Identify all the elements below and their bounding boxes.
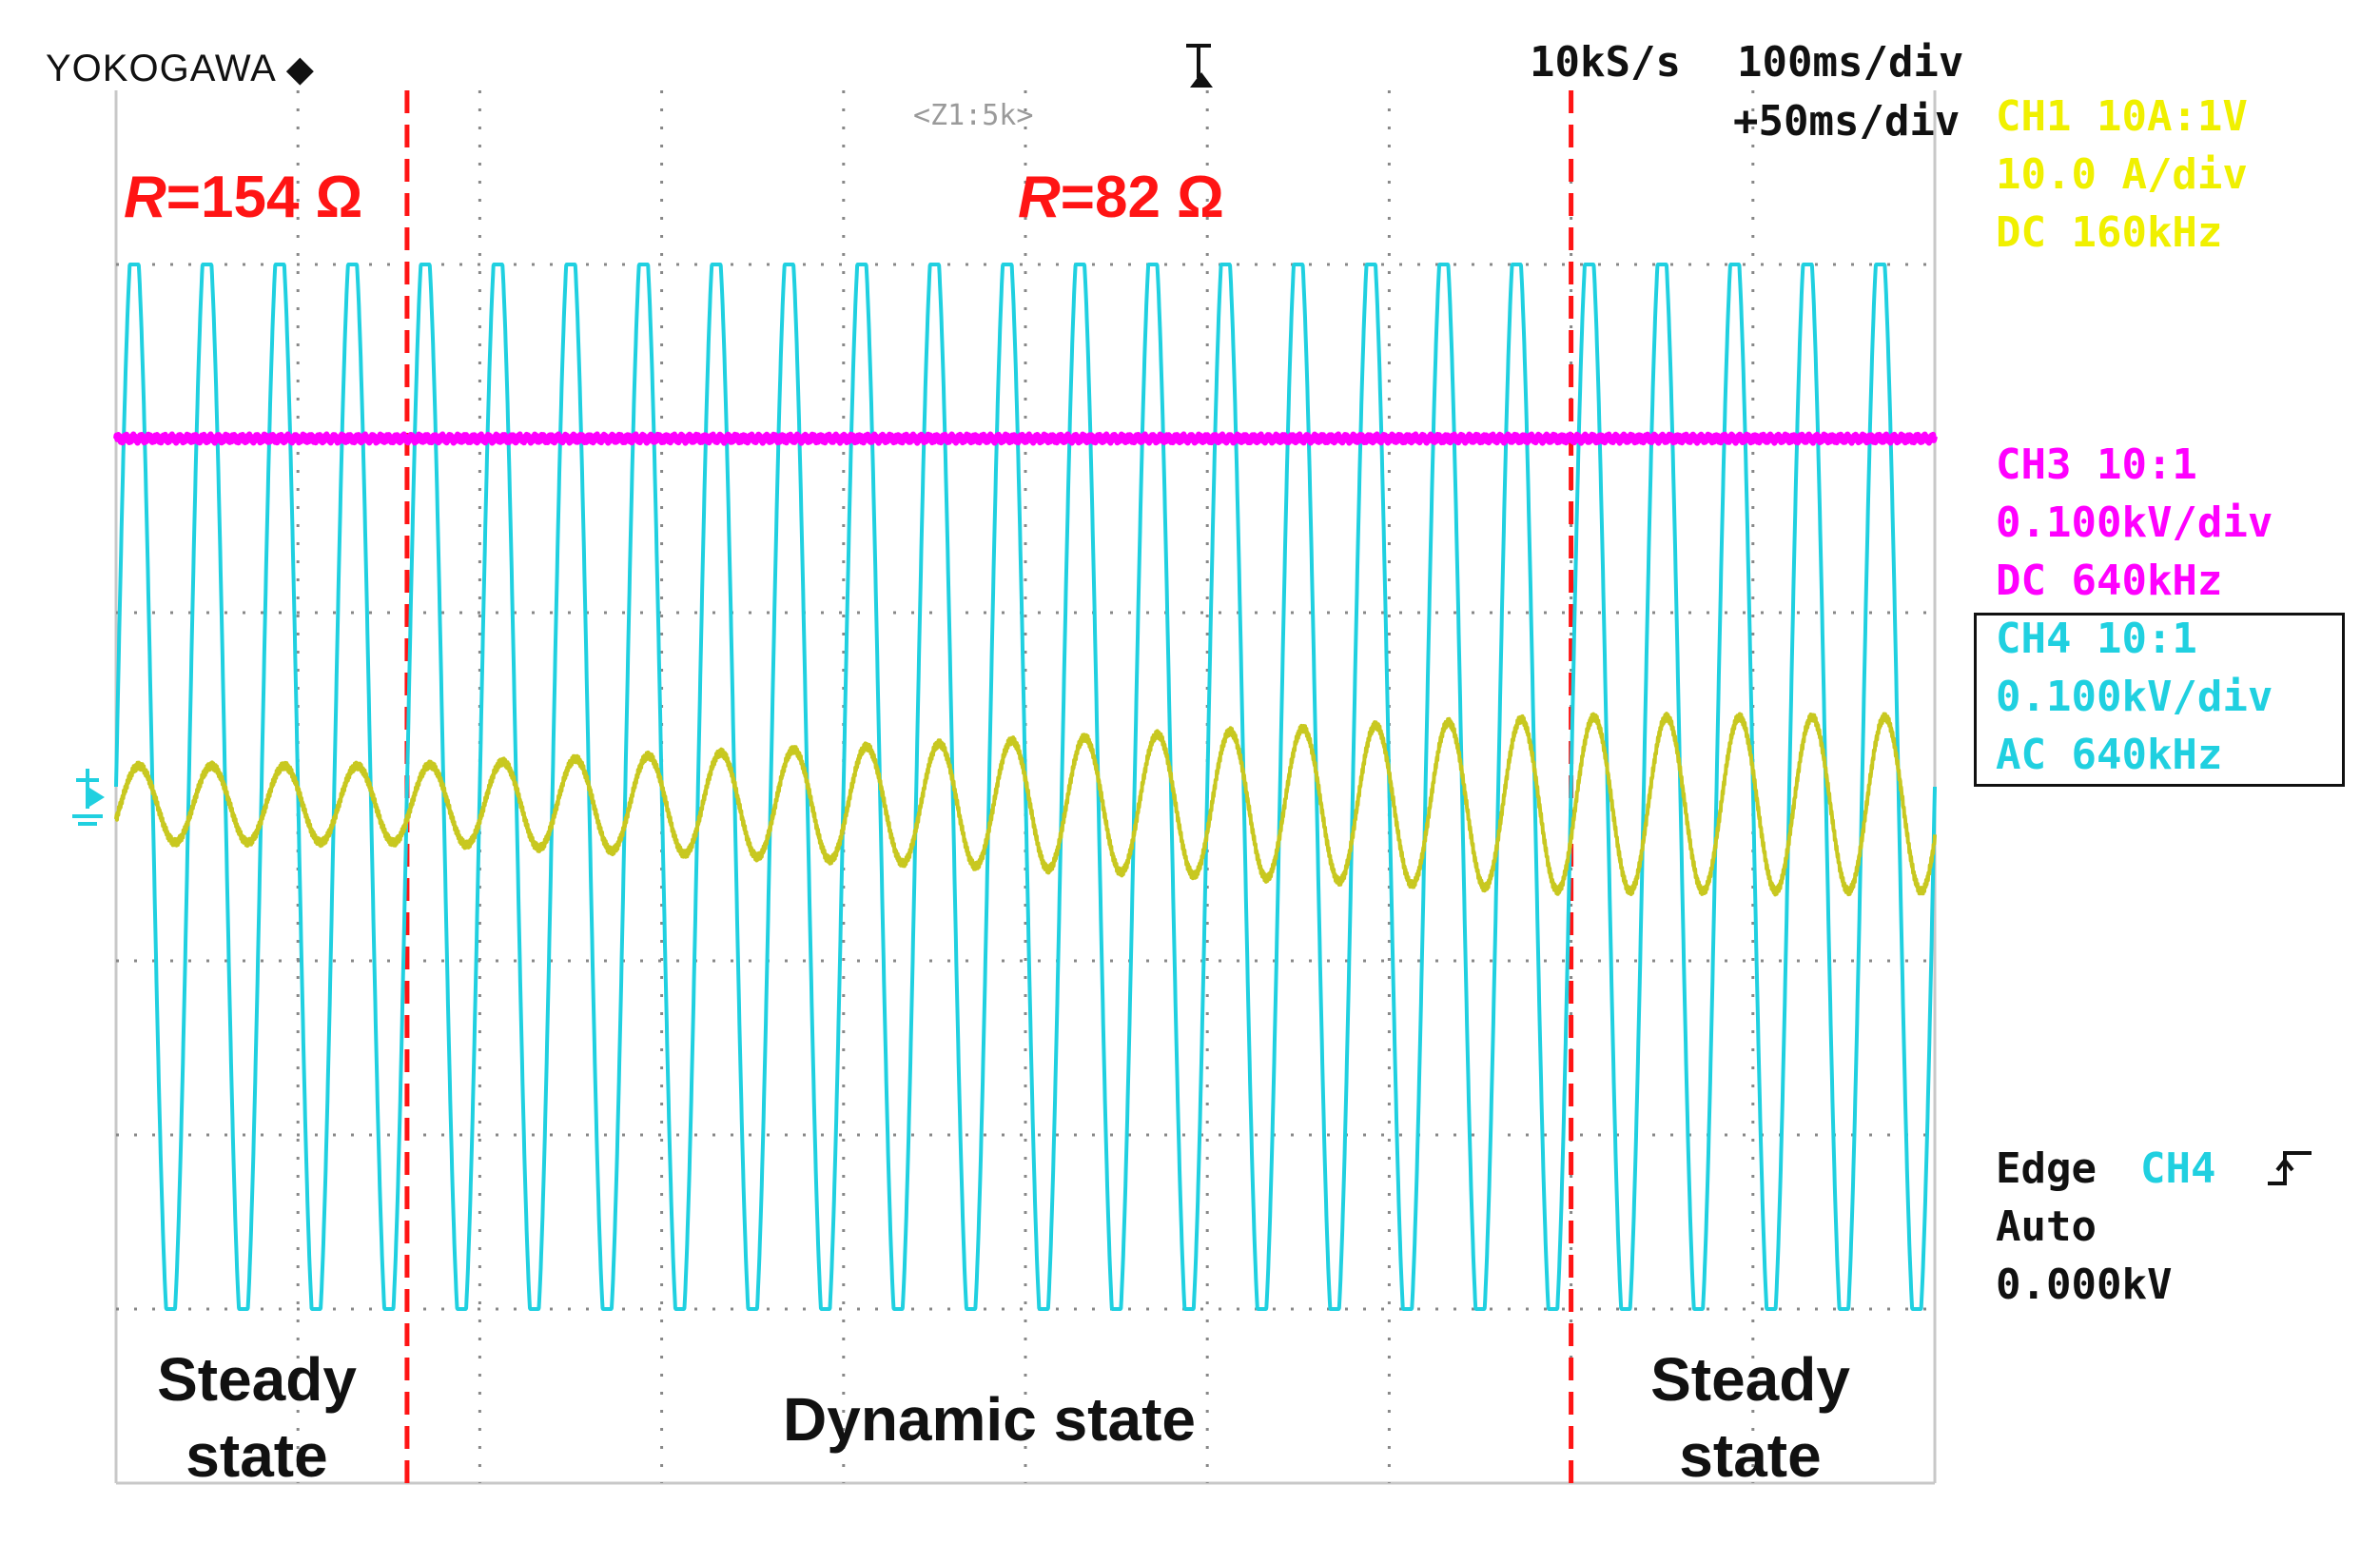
ch4-line2: 0.100kV/div <box>1996 673 2273 721</box>
ch4-line3: AC 640kHz <box>1996 731 2223 779</box>
resistance-value-right: =82 Ω <box>1060 165 1224 230</box>
zoom-label: <Z1:5k> <box>913 99 1034 132</box>
trigger-level: 0.000kV <box>1996 1261 2173 1309</box>
diamond-icon: ◆ <box>285 49 315 89</box>
resistance-value-left: =154 Ω <box>166 165 363 230</box>
trigger-source: CH4 <box>2140 1144 2216 1193</box>
resistance-var-left: R <box>124 165 166 230</box>
trigger-mode: Edge <box>1996 1144 2097 1193</box>
brand-name: YOKOGAWA <box>46 48 275 89</box>
ch1-line1: CH1 10A:1V <box>1996 92 2248 141</box>
steady-state-right-label: Steady state <box>1650 1345 1850 1490</box>
trigger-auto: Auto <box>1996 1202 2097 1251</box>
resistance-var-right: R <box>1018 165 1061 230</box>
rising-edge-icon <box>2264 1143 2317 1195</box>
trigger-position-icon <box>1182 40 1220 95</box>
ch3-line2: 0.100kV/div <box>1996 498 2273 547</box>
ch4-panel <box>1974 613 2345 787</box>
dynamic-state-label: Dynamic state <box>783 1385 1196 1454</box>
ch1-line3: DC 160kHz <box>1996 208 2223 257</box>
ch4-line1: CH4 10:1 <box>1996 615 2197 663</box>
ch3-line3: DC 640kHz <box>1996 557 2223 605</box>
brand-logo: YOKOGAWA ◆ <box>46 48 315 90</box>
ch3-line1: CH3 10:1 <box>1996 440 2197 489</box>
time-per-div: 100ms/div <box>1737 38 1964 87</box>
ground-marker <box>72 769 105 826</box>
resistance-label-left: R=154 Ω <box>124 164 362 231</box>
delay-label: +50ms/div <box>1733 97 1961 146</box>
sample-rate: 10kS/s <box>1530 38 1681 87</box>
steady-state-left-label: Steady state <box>157 1345 357 1490</box>
series-ch1-trace <box>114 712 1937 897</box>
series-ch3-trace <box>113 431 1938 446</box>
ch1-line2: 10.0 A/div <box>1996 150 2248 199</box>
resistance-label-right: R=82 Ω <box>1018 164 1224 231</box>
